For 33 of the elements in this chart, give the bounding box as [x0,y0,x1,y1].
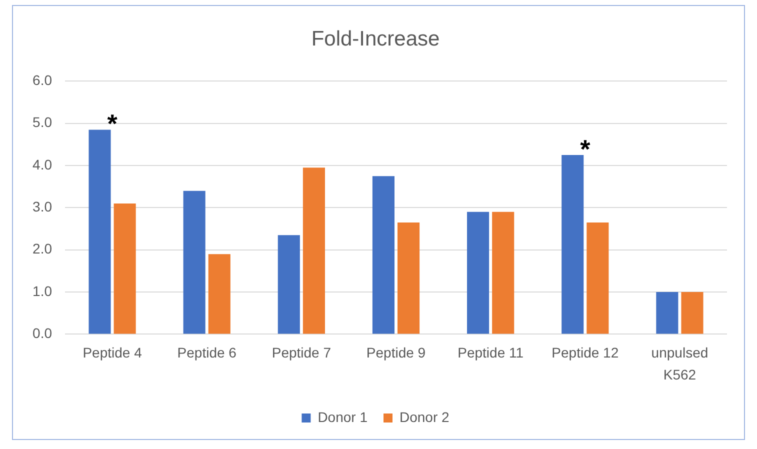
y-tick-label: 2.0 [32,240,52,257]
bar [302,168,325,334]
bar [114,203,136,334]
legend-label: Donor 1 [318,408,368,425]
bar [398,222,420,334]
bar [372,176,394,334]
y-tick-label: 1.0 [32,282,52,299]
x-tick-label: Peptide 9 [366,344,426,360]
bar [492,212,514,334]
bar [278,235,300,334]
y-tick-label: 3.0 [32,198,52,215]
legend-label: Donor 2 [400,408,450,425]
bar [656,292,678,334]
x-tick-label: Peptide 12 [552,344,619,360]
x-tick-label: Peptide 4 [82,344,142,360]
chart-title: Fold-Increase [311,27,440,50]
bar [183,190,206,334]
bar [467,212,490,334]
bar [681,292,704,334]
annotation: * [580,134,592,164]
x-tick-label: Peptide 7 [272,344,332,360]
y-tick-label: 4.0 [32,156,52,172]
y-tick-label: 5.0 [32,114,52,130]
x-tick-label: Peptide 11 [458,344,524,360]
bar [208,254,230,334]
bar [586,222,609,334]
bar [88,130,111,334]
y-tick-label: 0.0 [32,325,52,342]
y-tick-label: 6.0 [32,72,52,88]
x-tick-label: unpulsed K562 [651,344,708,383]
x-tick-label: Peptide 6 [177,344,237,360]
annotation: * [107,108,118,139]
bar [562,154,584,334]
